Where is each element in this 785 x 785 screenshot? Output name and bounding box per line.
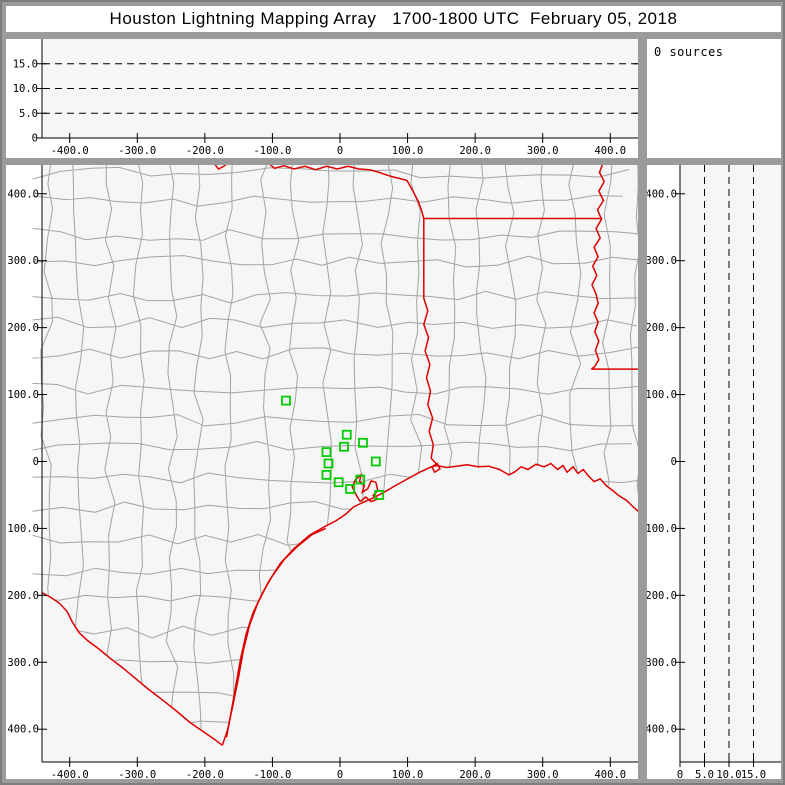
plan-view-map-plot[interactable]: 400.0 300.0 200.0 100.0 0 -100.0 -200.0 -300.0 -… [6,165,638,779]
lma-station-marker [370,456,381,467]
y-tick-label: 300.0 [647,255,677,267]
x-tick-label: 5.0 [695,769,714,779]
sources-count-label: 0 sources [654,45,724,59]
x-tick-label: 100.0 [392,145,424,157]
x-tick-label: 300.0 [527,769,559,779]
y-tick-label: -200.0 [6,590,39,602]
x-tick-label: -100.0 [253,145,291,157]
y-tick-label: -400.0 [647,724,677,736]
y-tick-label: 15.0 [13,58,38,70]
x-tick-label: -300.0 [118,145,156,157]
y-tick-label: 200.0 [647,322,677,334]
y-tick-label: 100.0 [7,389,39,401]
tx-la-border-line [423,218,438,466]
x-tick-label: 200.0 [459,769,491,779]
y-tick-label: -100.0 [6,523,39,535]
sources-count-panel: 0 sources [647,39,781,158]
plan-view-map-panel: 400.0 300.0 200.0 100.0 0 -100.0 -200.0 -300.0 -… [6,165,638,779]
x-tick-label: -400.0 [51,769,89,779]
lma-station-marker [341,429,352,440]
altitude-ew-panel: 0 5.0 10.0 15.0 -400.0 -300.0 -200.0 -100.0 0 100… [6,39,638,158]
x-tick-label: -200.0 [186,145,224,157]
red-river-border-line [214,165,227,170]
y-tick-label: -300.0 [647,657,677,669]
y-tick-label: -400.0 [6,724,39,736]
plot-background [680,165,781,762]
rio-grande-border-line [41,592,223,746]
title-bar: Houston Lightning Mapping Array 1700-180… [6,6,781,32]
plot-background [42,165,638,762]
lma-station-marker [358,437,368,448]
x-tick-label: -400.0 [51,145,89,157]
mississippi-river-line [590,165,606,370]
lma-station-marker [333,477,344,488]
altitude-ns-panel: 400.0 300.0 200.0 100.0 0 -100.0 -200.0 -300.0 -… [647,165,781,779]
x-tick-label: -300.0 [118,769,156,779]
y-tick-label: 200.0 [7,322,39,334]
x-tick-label: 0 [677,769,683,779]
y-tick-label: -200.0 [647,590,677,602]
y-tick-label: 5.0 [19,108,38,120]
x-tick-label: -100.0 [253,769,291,779]
y-tick-label: 0 [33,456,39,468]
lma-station-marker [374,490,385,500]
altitude-ns-plot[interactable]: 400.0 300.0 200.0 100.0 0 -100.0 -200.0 -300.0 -… [647,165,781,779]
x-tick-label: 15.0 [741,769,766,779]
y-tick-label: 100.0 [647,389,677,401]
y-tick-label: -300.0 [6,657,39,669]
y-tick-label: 400.0 [647,188,677,200]
y-tick-label: 300.0 [7,255,39,267]
x-tick-label: 400.0 [594,769,626,779]
galveston-bay-line [351,472,380,503]
y-tick-label: 0 [671,456,677,468]
x-tick-label: 300.0 [527,145,559,157]
lma-station-marker [355,474,366,485]
y-tick-label: 0 [32,133,38,145]
y-tick-label: 10.0 [13,83,38,95]
x-tick-label: 0 [337,769,343,779]
lma-station-marker [281,395,291,406]
barrier-island-line [225,527,327,738]
lma-station-marker [321,447,332,458]
altitude-ew-plot[interactable]: 0 5.0 10.0 15.0 -400.0 -300.0 -200.0 -100.0 0 100… [6,39,638,158]
lma-station-marker [345,484,356,494]
x-tick-label: 10.0 [716,769,741,779]
y-tick-label: 400.0 [7,188,39,200]
x-tick-label: 100.0 [392,769,424,779]
y-tick-label: -100.0 [647,523,677,535]
lma-station-marker [323,458,334,469]
lma-stations [281,395,385,500]
x-tick-label: -200.0 [186,769,224,779]
x-tick-label: 400.0 [594,145,626,157]
x-tick-label: 200.0 [459,145,491,157]
state-borders-and-coastline [41,165,638,746]
lma-station-marker [339,441,349,452]
x-tick-label: 0 [337,145,343,157]
page-title: Houston Lightning Mapping Array 1700-180… [109,9,678,28]
lma-station-marker [321,469,332,480]
red-river-border-line [269,165,425,219]
